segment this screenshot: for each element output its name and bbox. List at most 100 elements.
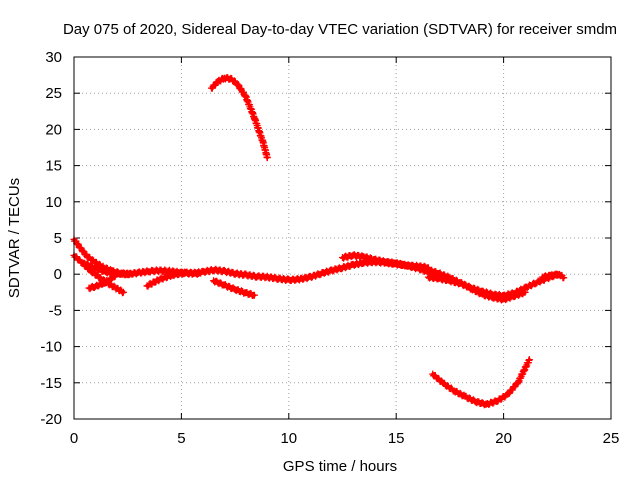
x-tick-label: 5 [177, 430, 185, 447]
y-tick-label: -20 [40, 411, 62, 428]
data-point [351, 253, 355, 257]
data-point [244, 95, 248, 99]
data-point [426, 268, 431, 272]
data-point [340, 266, 345, 270]
series-points [424, 266, 529, 304]
data-point [562, 276, 566, 280]
data-point [93, 266, 98, 271]
data-point [212, 268, 216, 272]
data-point [534, 281, 538, 285]
data-point [222, 76, 226, 80]
series-arc-7 [208, 74, 271, 162]
data-point [201, 270, 205, 274]
grid [74, 57, 611, 419]
data-point [287, 278, 291, 282]
data-point [184, 271, 188, 275]
y-axis-label: SDTVAR / TECUs [6, 178, 23, 298]
data-point [147, 269, 151, 273]
data-point [540, 275, 544, 279]
data-point [233, 287, 237, 292]
data-point [491, 295, 495, 299]
data-point [233, 271, 237, 276]
y-tick-label: 15 [45, 158, 62, 175]
data-point [297, 277, 302, 281]
data-point [216, 80, 220, 84]
data-point [452, 389, 456, 393]
x-tick-label: 20 [495, 430, 512, 447]
data-point [93, 284, 98, 289]
y-tick-label: -5 [49, 302, 62, 319]
data-point [523, 290, 527, 294]
data-point [261, 140, 265, 145]
data-point [394, 261, 398, 265]
data-point [484, 402, 489, 407]
series-arc-10 [424, 266, 529, 304]
data-point [362, 255, 366, 259]
data-point [330, 268, 334, 273]
data-point [506, 392, 510, 396]
data-point [549, 274, 553, 278]
data-point [437, 276, 441, 281]
y-tick-label: -15 [40, 375, 62, 392]
data-point [212, 279, 216, 283]
data-point [416, 266, 420, 271]
y-tick-label: 25 [45, 85, 62, 102]
data-point [276, 276, 280, 281]
data-point [209, 86, 214, 90]
data-point [89, 269, 93, 273]
series-points [208, 74, 271, 162]
data-point [437, 271, 441, 276]
x-axis-label: GPS time / hours [283, 458, 397, 475]
axis-ticks: 0 5 10 15 20 25 -20 -15 -10 -5 0 5 10 15 20 25 30 [40, 49, 619, 447]
y-tick-label: 10 [45, 194, 62, 211]
chart-title: Day 075 of 2020, Sidereal Day-to-day VTE… [63, 21, 617, 38]
data-point [104, 270, 108, 274]
data-point [121, 290, 126, 294]
data-point [308, 275, 312, 279]
data-point [254, 274, 259, 278]
data-point [136, 271, 141, 275]
data-point [222, 269, 226, 273]
data-point [373, 258, 377, 262]
data-point [512, 294, 516, 298]
x-tick-label: 10 [280, 430, 297, 447]
data-point [495, 399, 499, 403]
y-tick-label: 30 [45, 49, 62, 66]
data-point [244, 291, 248, 295]
series-arc-12 [429, 356, 533, 409]
data-point [78, 246, 83, 250]
data-point [235, 82, 239, 86]
series-arc-11 [538, 270, 568, 282]
series-arc-3 [85, 270, 121, 293]
data-point [431, 372, 435, 376]
data-point [265, 275, 269, 279]
y-tick-label: 5 [54, 230, 62, 247]
data-point [474, 400, 478, 404]
data-point [98, 276, 102, 280]
x-tick-label: 0 [70, 430, 78, 447]
data-point [502, 297, 506, 302]
data-point [111, 276, 115, 280]
data-point [145, 284, 149, 288]
data-point [158, 277, 162, 281]
data-point [517, 379, 521, 383]
data-point [351, 263, 355, 267]
x-tick-label: 15 [388, 430, 405, 447]
data-point [93, 261, 98, 265]
data-point [222, 283, 226, 287]
data-point [362, 261, 366, 265]
data-point [480, 292, 484, 297]
data-point [102, 281, 106, 285]
x-tick-label: 25 [603, 430, 620, 447]
data-point [265, 156, 269, 160]
data-point [459, 281, 463, 285]
y-tick-label: -10 [40, 339, 62, 356]
data-points [70, 74, 568, 409]
series-arc-5 [143, 268, 203, 290]
data-point [158, 268, 162, 273]
data-point [229, 77, 233, 81]
data-point [469, 287, 473, 291]
data-point [383, 260, 388, 264]
data-point [441, 381, 446, 386]
data-point [405, 263, 409, 268]
